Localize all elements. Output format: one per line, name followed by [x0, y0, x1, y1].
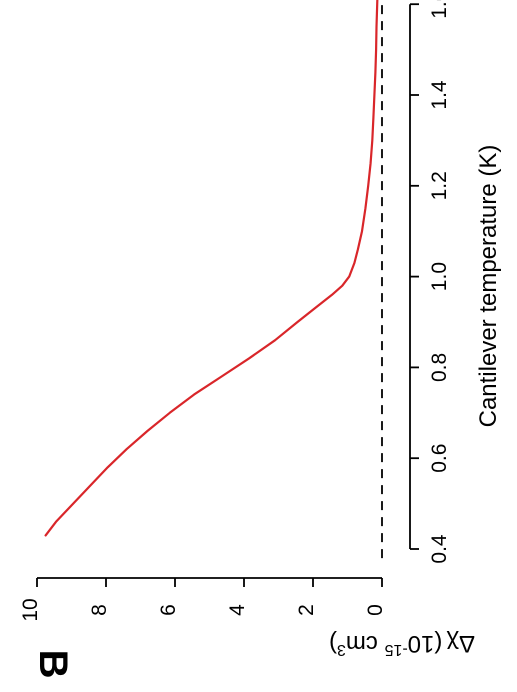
x-tick-label: 1.4	[428, 80, 451, 110]
y-tick-label: 10	[19, 598, 42, 621]
y-tick-label: 6	[157, 604, 180, 616]
y-tick-label: 4	[226, 604, 249, 616]
x-tick-label: 0.4	[428, 534, 451, 564]
x-tick-label: 1.6	[428, 0, 451, 19]
y-axis-label-units-mid: cm	[346, 630, 385, 657]
series-group	[44, 0, 379, 537]
x-axis-label: Cantilever temperature (K)	[475, 145, 502, 428]
panel-letter: B	[31, 650, 75, 679]
series-line	[44, 0, 379, 537]
y-axis-label-units-suffix: )	[329, 630, 337, 657]
y-ticks: 0 2 4 6 8 10	[19, 578, 387, 622]
y-tick-label: 2	[295, 604, 318, 616]
y-axis-label-text: Δχ(10-15 cm3)	[329, 630, 475, 658]
y-axis-label-unit-exponent: 3	[337, 641, 346, 658]
x-tick-label: 0.6	[428, 444, 451, 473]
y-axis-label-exponent: -15	[384, 641, 407, 658]
x-ticks: 0.4 0.6 0.8 1.0 1.2 1.4 1.6	[410, 0, 451, 564]
x-tick-label: 1.2	[428, 171, 451, 200]
y-axis-label-units-prefix: (10	[408, 630, 443, 657]
y-tick-label: 0	[364, 604, 387, 616]
y-axis-label-symbol: Δχ	[446, 630, 475, 657]
y-tick-label: 8	[88, 604, 111, 616]
x-tick-label: 0.8	[428, 353, 451, 382]
x-tick-label: 1.0	[428, 262, 451, 291]
plot-area: 0.4 0.6 0.8 1.0 1.2 1.4 1.6 0 2 4 6 8 10	[19, 0, 451, 622]
y-axis-label: Δχ(10-15 cm3)	[329, 630, 475, 658]
